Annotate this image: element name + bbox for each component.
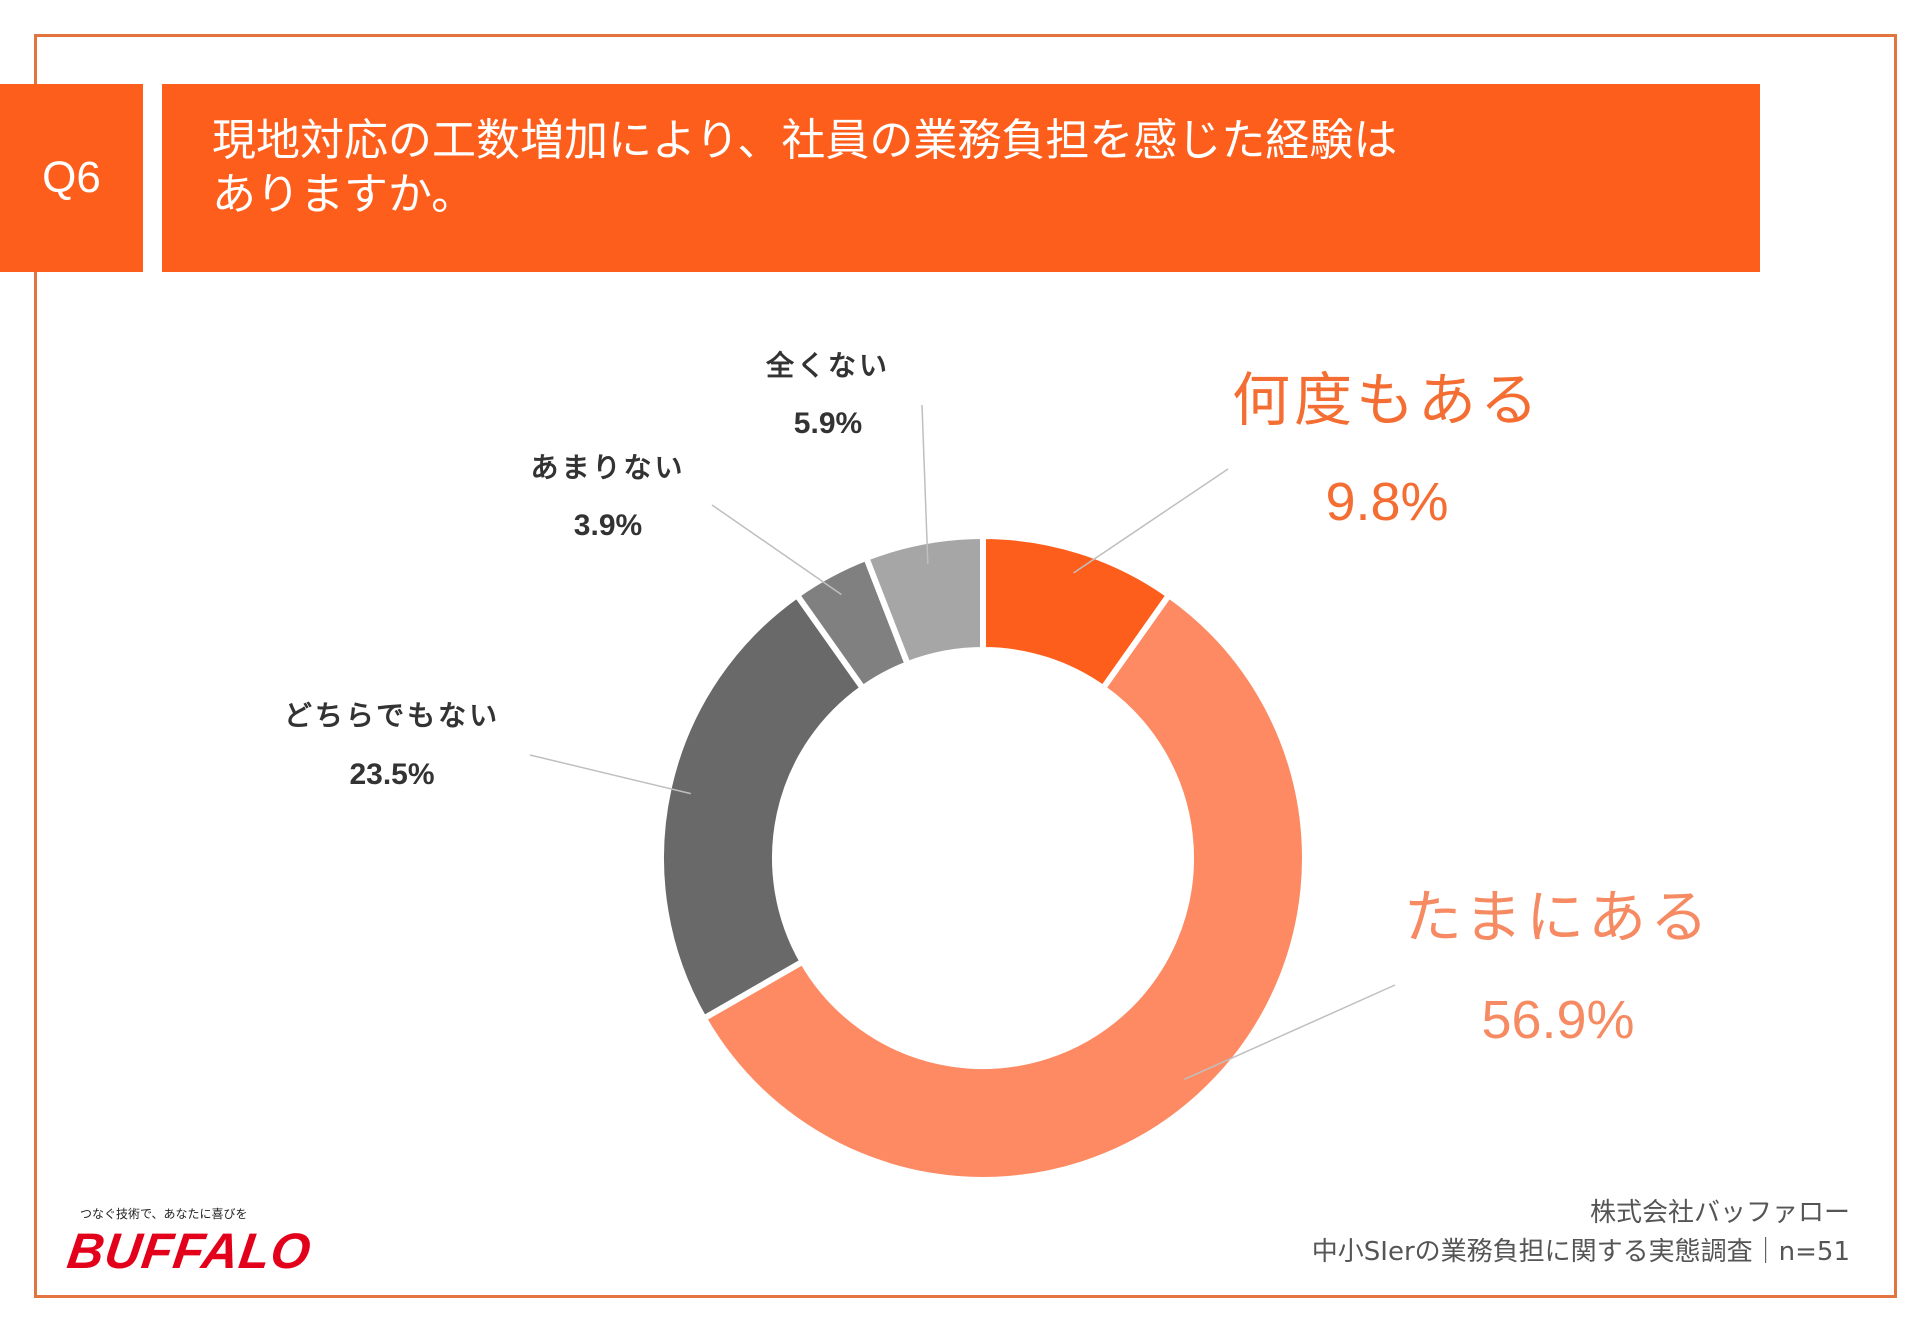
question-line-2: ありますか。 xyxy=(212,169,476,220)
leader-line-mattaku-nai xyxy=(921,404,929,564)
slice-label-mattaku-nai: 全くない xyxy=(765,349,890,382)
survey-caption: 中小SIerの業務負担に関する実態調査｜n=51 xyxy=(1311,1237,1850,1267)
question-title: 現地対応の工数増加により、社員の業務負担を感じた経験は ありますか。 xyxy=(162,84,1760,272)
slice-label-nandomo-aru: 何度もある xyxy=(1232,366,1542,434)
buffalo-logo: BUFFALO xyxy=(64,1223,316,1279)
donut-slice-dochirademo-nai xyxy=(658,590,868,1023)
slice-value-amari-nai: 3.9% xyxy=(574,509,642,542)
slide-frame xyxy=(34,34,1897,1298)
slice-value-mattaku-nai: 5.9% xyxy=(794,407,862,440)
slice-label-tamani-aru: たまにある xyxy=(1404,883,1712,951)
leader-line-tamani-aru xyxy=(1184,984,1396,1080)
slice-value-tamani-aru: 56.9% xyxy=(1481,990,1634,1050)
slice-value-nandomo-aru: 9.8% xyxy=(1325,472,1448,532)
question-badge: Q6 xyxy=(0,84,143,272)
slice-value-dochirademo-nai: 23.5% xyxy=(349,758,434,791)
question-line-1: 現地対応の工数増加により、社員の業務負担を感じた経験は xyxy=(212,115,1398,166)
company-name: 株式会社バッファロー xyxy=(1589,1198,1850,1228)
leader-line-nandomo-aru xyxy=(1073,468,1229,574)
leader-line-amari-nai xyxy=(711,504,842,596)
logo-tagline: つなぐ技術で、あなたに喜びを xyxy=(80,1207,248,1221)
slice-label-dochirademo-nai: どちらでもない xyxy=(284,699,500,732)
slice-label-amari-nai: あまりない xyxy=(530,451,685,484)
leader-line-dochirademo-nai xyxy=(529,754,691,795)
question-number: Q6 xyxy=(42,153,101,202)
donut-slice-mattaku-nai xyxy=(862,532,986,669)
donut-slice-tamani-aru xyxy=(699,590,1308,1183)
